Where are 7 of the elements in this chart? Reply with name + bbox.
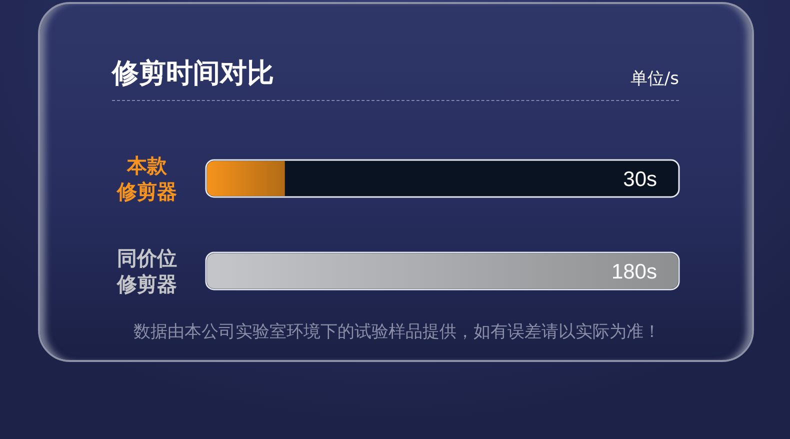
y-tick-label: 本款修剪器 — [116, 154, 177, 204]
data-label: 180s — [611, 260, 657, 284]
y-tick-label: 同价位修剪器 — [116, 246, 177, 296]
data-label: 30s — [623, 168, 657, 191]
chart-title: 修剪时间对比 — [111, 58, 274, 89]
text: 数据由本公司实验室环境下的试验样品提供，如有误差请以实际为准！ — [134, 322, 660, 342]
text: 单位/s — [630, 69, 680, 89]
